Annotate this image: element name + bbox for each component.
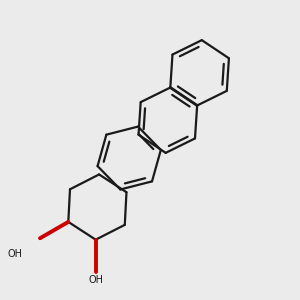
Text: OH: OH [8, 249, 23, 260]
Text: OH: OH [88, 275, 103, 285]
